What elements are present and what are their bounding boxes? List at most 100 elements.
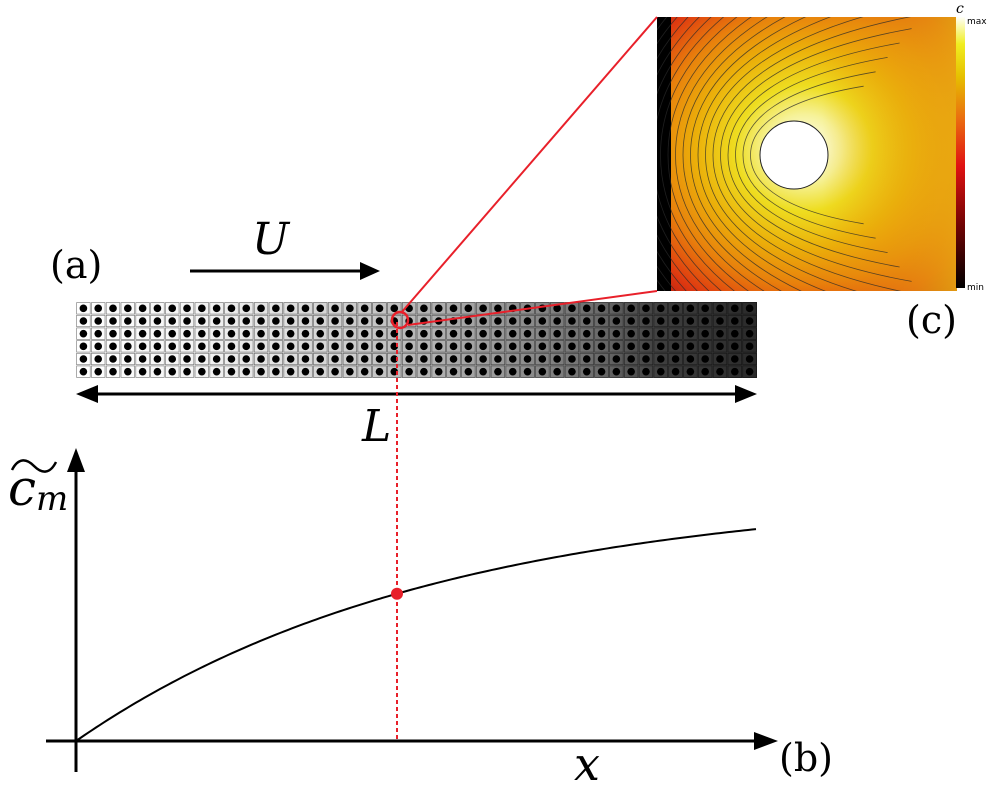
pore-cell	[209, 352, 224, 366]
pore-grain	[538, 329, 547, 338]
pore-grain	[612, 355, 621, 363]
pore-cell	[490, 327, 506, 340]
tilde-mark	[10, 459, 58, 473]
pore-grain	[671, 304, 680, 313]
pore-grain	[434, 304, 443, 313]
pore-grain	[627, 367, 635, 376]
pore-grain	[227, 367, 236, 376]
pore-grain	[716, 355, 724, 363]
pore-grain	[701, 304, 709, 313]
contour-line	[720, 28, 912, 282]
pore-cell	[342, 327, 357, 340]
pore-grain	[523, 355, 532, 363]
pore-cell	[624, 327, 639, 340]
pore-cell	[446, 314, 461, 328]
pore-cell	[683, 302, 698, 315]
pore-cell	[446, 302, 461, 315]
pore-cell	[253, 314, 269, 328]
pore-grain	[242, 304, 251, 313]
pore-cell	[120, 314, 135, 328]
pore-grain	[597, 367, 606, 376]
pore-grain	[138, 317, 147, 325]
pore-grain	[656, 304, 665, 313]
pore-grain	[257, 342, 265, 351]
pore-grain	[686, 342, 695, 351]
pore-cell	[283, 314, 298, 328]
pore-grain	[198, 329, 206, 338]
pore-grain	[109, 355, 117, 363]
pore-cell	[416, 340, 432, 353]
pore-cell	[668, 352, 683, 366]
pore-cell	[283, 340, 298, 353]
pore-cell	[313, 314, 328, 328]
pore-cell	[653, 340, 668, 353]
pore-cell	[194, 365, 209, 378]
pore-cell	[179, 365, 195, 378]
pore-cell	[535, 327, 550, 340]
pore-grain	[227, 355, 236, 363]
pore-cell	[165, 327, 180, 340]
pore-grain	[494, 304, 502, 313]
pore-grain	[582, 367, 591, 376]
pore-cell	[327, 327, 343, 340]
pore-grain	[138, 329, 147, 338]
pore-grain	[242, 355, 251, 363]
pore-grain	[242, 329, 251, 338]
pore-grain	[464, 329, 473, 338]
pore-cell	[505, 302, 520, 315]
pore-cell	[91, 340, 106, 353]
pore-cell	[579, 314, 594, 328]
pore-cell	[224, 314, 239, 328]
pore-cell	[609, 365, 624, 378]
pore-grain	[212, 317, 221, 325]
pore-grain	[745, 342, 754, 351]
pore-cell	[431, 302, 446, 315]
pore-grain	[553, 342, 561, 351]
panel-label-c: (c)	[906, 298, 957, 342]
pore-cell	[638, 327, 654, 340]
pore-cell	[91, 365, 106, 378]
pore-cell	[594, 314, 609, 328]
pore-grain	[730, 317, 739, 325]
pore-cell	[520, 340, 535, 353]
pore-cell	[401, 352, 417, 366]
pore-cell	[727, 352, 742, 366]
pore-grain	[183, 304, 191, 313]
pore-cell	[76, 365, 91, 378]
pore-cell	[653, 352, 668, 366]
pore-cell	[224, 327, 239, 340]
pore-cell	[76, 302, 91, 315]
pore-grain	[627, 329, 635, 338]
pore-cell	[550, 327, 565, 340]
pore-cell	[387, 340, 402, 353]
pore-cell	[135, 352, 150, 366]
pore-grain	[656, 317, 665, 325]
pore-grain	[79, 355, 88, 363]
pore-cell	[520, 314, 535, 328]
pore-grain	[494, 342, 502, 351]
pore-cell	[372, 302, 387, 315]
pore-grain	[286, 317, 295, 325]
pore-grain	[434, 342, 443, 351]
pore-grain	[272, 317, 280, 325]
pore-cell	[327, 314, 343, 328]
pore-grain	[257, 329, 265, 338]
pore-cell	[638, 365, 654, 378]
pore-cell	[298, 327, 313, 340]
pore-grain	[227, 317, 236, 325]
pore-cell	[624, 365, 639, 378]
pore-grain	[568, 342, 576, 351]
pore-grain	[730, 304, 739, 313]
pore-grain	[479, 329, 487, 338]
pore-cell	[550, 340, 565, 353]
pore-cell	[609, 327, 624, 340]
pore-cell	[120, 365, 135, 378]
pore-cell	[239, 302, 254, 315]
pore-grain	[508, 317, 517, 325]
pore-cell	[638, 314, 654, 328]
pore-cell	[253, 352, 269, 366]
pore-cell	[342, 302, 357, 315]
pore-cell	[505, 327, 520, 340]
pore-cell	[520, 352, 535, 366]
pore-cell	[564, 314, 580, 328]
